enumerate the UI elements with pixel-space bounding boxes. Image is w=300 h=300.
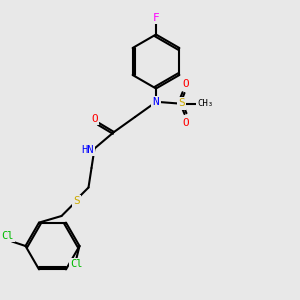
Text: O: O (91, 113, 98, 124)
Text: F: F (153, 13, 159, 23)
Text: S: S (178, 98, 185, 109)
Text: S: S (73, 196, 80, 206)
Text: Cl: Cl (1, 230, 14, 241)
Text: N: N (153, 97, 159, 107)
Text: HN: HN (81, 145, 93, 155)
Text: Cl: Cl (70, 259, 83, 269)
Text: CH₃: CH₃ (197, 99, 214, 108)
Text: O: O (183, 118, 189, 128)
Text: O: O (183, 79, 189, 89)
